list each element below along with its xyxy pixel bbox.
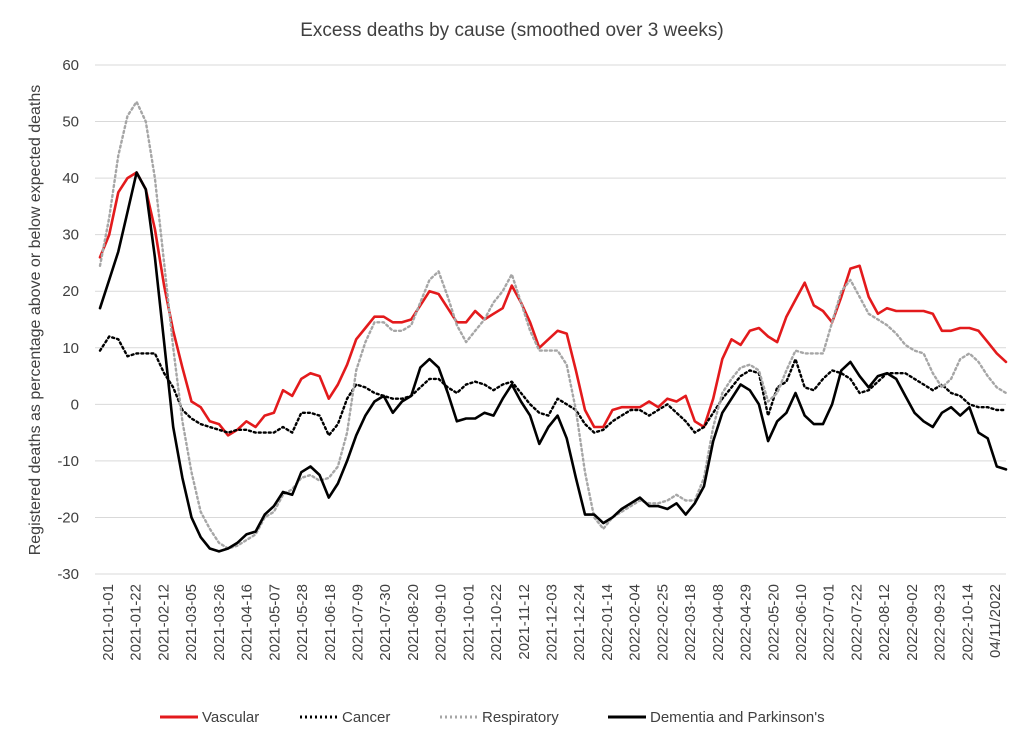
x-tick-label: 2022-10-14 bbox=[959, 584, 976, 661]
y-tick-label: -10 bbox=[57, 453, 79, 470]
x-tick-label: 2022-02-25 bbox=[654, 584, 671, 661]
x-tick-label: 2021-09-10 bbox=[433, 584, 450, 661]
series-line-respiratory bbox=[98, 100, 1008, 550]
x-tick-label: 2021-01-22 bbox=[128, 584, 145, 661]
y-tick-label: 30 bbox=[62, 227, 79, 244]
x-tick-label: 2021-03-26 bbox=[211, 584, 228, 661]
legend-label: Respiratory bbox=[482, 709, 559, 726]
chart-title: Excess deaths by cause (smoothed over 3 … bbox=[300, 20, 723, 41]
y-tick-label: 40 bbox=[62, 170, 79, 187]
y-tick-label: 60 bbox=[62, 57, 79, 74]
x-tick-label: 2021-05-28 bbox=[294, 584, 311, 661]
x-tick-label: 2021-12-03 bbox=[544, 584, 561, 661]
legend-item: Respiratory bbox=[440, 709, 559, 726]
legend-item: Vascular bbox=[160, 709, 259, 726]
x-tick-label: 2021-01-01 bbox=[100, 584, 117, 661]
x-tick-label: 2022-05-20 bbox=[765, 584, 782, 661]
x-tick-label: 2022-04-08 bbox=[710, 584, 727, 661]
x-tick-label: 2022-07-01 bbox=[821, 584, 838, 661]
x-tick-label: 2021-04-16 bbox=[239, 584, 256, 661]
legend-label: Vascular bbox=[202, 709, 259, 726]
gridlines bbox=[95, 64, 1006, 575]
y-axis-label: Registered deaths as percentage above or… bbox=[27, 85, 44, 556]
x-tick-label: 2022-09-23 bbox=[932, 584, 949, 661]
legend-item: Dementia and Parkinson's bbox=[608, 709, 825, 726]
series-line-dementia-and-parkinson-s bbox=[98, 171, 1008, 553]
x-tick-label: 2021-10-22 bbox=[488, 584, 505, 661]
x-tick-label: 2021-02-12 bbox=[155, 584, 172, 661]
y-tick-label: 0 bbox=[71, 396, 79, 413]
x-tick-label: 2021-06-18 bbox=[322, 584, 339, 661]
legend: Vascular Cancer Respiratory Dementia and Pa… bbox=[160, 709, 825, 726]
x-tick-label: 2021-11-12 bbox=[516, 584, 533, 660]
x-tick-label: 2021-05-07 bbox=[266, 584, 283, 661]
x-tick-label: 2022-06-10 bbox=[793, 584, 810, 661]
legend-item: Cancer bbox=[300, 709, 390, 726]
legend-label: Dementia and Parkinson's bbox=[650, 709, 825, 726]
x-axis-ticks: 2021-01-01 2021-01-22 2021-02-12 2021-03-05… bbox=[100, 584, 1004, 661]
x-tick-label: 2022-04-29 bbox=[738, 584, 755, 661]
x-tick-label: 2022-03-18 bbox=[682, 584, 699, 661]
x-tick-label: 04/11/2022 bbox=[987, 584, 1004, 658]
y-tick-label: -30 bbox=[57, 566, 79, 583]
x-tick-label: 2021-07-30 bbox=[377, 584, 394, 661]
series-line-vascular bbox=[98, 171, 1008, 437]
x-tick-label: 2021-07-09 bbox=[349, 584, 366, 661]
y-axis-ticks: -30 -20 -10 0 10 20 30 40 50 60 bbox=[57, 57, 79, 583]
x-tick-label: 2021-08-20 bbox=[405, 584, 422, 661]
x-tick-label: 2022-08-12 bbox=[876, 584, 893, 661]
series-lines bbox=[98, 100, 1008, 553]
legend-label: Cancer bbox=[342, 709, 390, 726]
x-tick-label: 2022-02-04 bbox=[627, 584, 644, 661]
y-tick-label: -20 bbox=[57, 509, 79, 526]
x-tick-label: 2021-12-24 bbox=[571, 584, 588, 661]
series-line-cancer bbox=[98, 335, 1008, 437]
x-tick-label: 2021-03-05 bbox=[183, 584, 200, 661]
x-tick-label: 2022-09-02 bbox=[904, 584, 921, 661]
x-tick-label: 2022-01-14 bbox=[599, 584, 616, 661]
y-tick-label: 10 bbox=[62, 340, 79, 357]
x-tick-label: 2021-10-01 bbox=[460, 584, 477, 661]
y-tick-label: 20 bbox=[62, 283, 79, 300]
y-tick-label: 50 bbox=[62, 114, 79, 131]
x-tick-label: 2022-07-22 bbox=[848, 584, 865, 661]
